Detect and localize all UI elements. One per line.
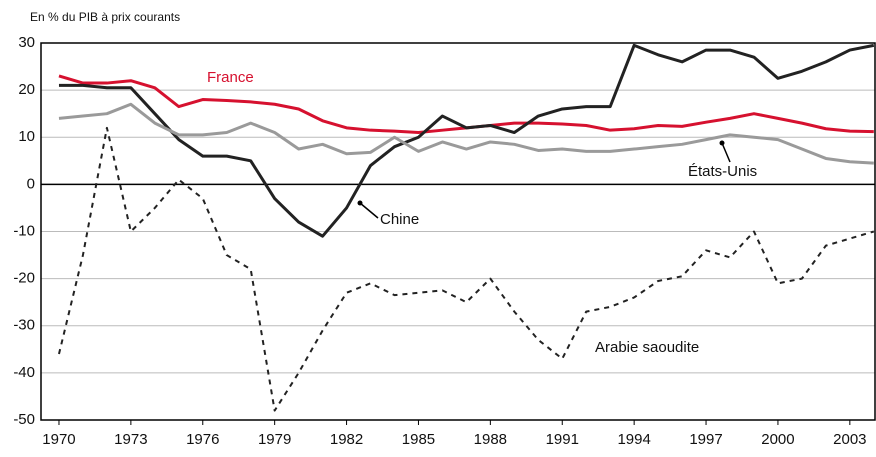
series-line [58,74,874,135]
label-arrow [721,142,731,163]
series-label: États-Unis [688,163,757,180]
x-tick-label: 1985 [402,431,435,448]
x-tick-label: 1976 [186,431,219,448]
y-tick-label: 30 [18,34,35,51]
x-tick-label: 1973 [114,431,147,448]
y-tick-label: -20 [13,270,35,287]
x-tick-label: 1991 [546,431,579,448]
chart-title: En % du PIB à prix courants [30,10,180,24]
label-arrow-head [357,200,363,206]
x-tick-label: 1994 [617,431,650,448]
y-tick-label: 20 [18,81,35,98]
plot-frame [40,42,876,421]
y-tick-label: -40 [13,364,35,381]
series-label: Arabie saoudite [595,339,699,356]
x-tick-label: 2000 [761,431,794,448]
series-label: France [207,69,254,86]
label-arrow [359,202,379,219]
x-tick-label: 1979 [258,431,291,448]
x-tick-label: 1988 [474,431,507,448]
x-tick-label: 1970 [42,431,75,448]
y-tick-label: 0 [27,175,35,192]
x-tick-label: 1997 [689,431,722,448]
series-line [58,102,874,165]
label-arrow-head [719,140,725,146]
series-label: Chine [380,211,419,228]
x-tick-label: 2003 [833,431,866,448]
y-tick-label: -10 [13,222,35,239]
y-tick-label: -50 [13,411,35,428]
series-line [58,43,875,238]
y-tick-label: 10 [18,128,35,145]
y-tick-label: -30 [13,317,35,334]
x-tick-label: 1982 [330,431,363,448]
